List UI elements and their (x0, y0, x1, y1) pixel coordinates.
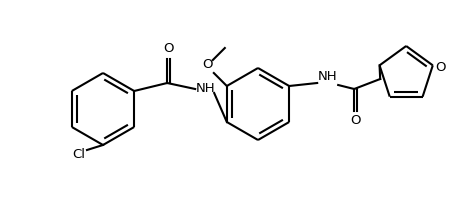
Text: Cl: Cl (72, 148, 85, 162)
Text: O: O (163, 42, 173, 56)
Text: NH: NH (317, 71, 337, 84)
Text: NH: NH (195, 82, 215, 95)
Text: O: O (202, 59, 213, 71)
Text: O: O (350, 114, 361, 127)
Text: O: O (436, 61, 446, 74)
